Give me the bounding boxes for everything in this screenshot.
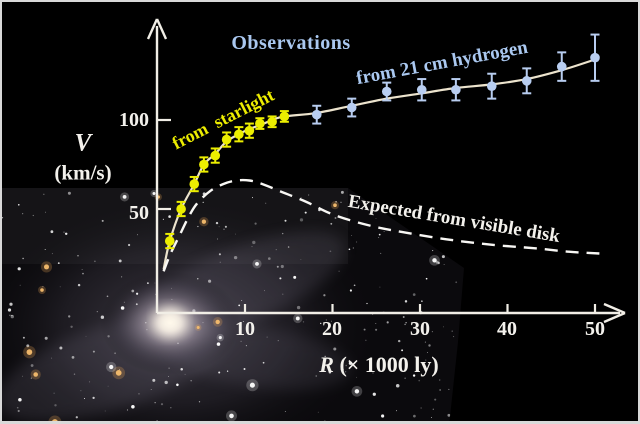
- y-tick-label-100: 100: [119, 109, 149, 131]
- x-tick-label-40: 40: [497, 318, 517, 340]
- starfield: [2, 189, 464, 421]
- y-tick-label-50: 50: [129, 202, 149, 224]
- starlight-points: [164, 110, 290, 250]
- data-points: [164, 33, 600, 250]
- axes: [146, 18, 626, 324]
- galaxy-photo: [2, 188, 464, 421]
- x-tick-label-10: 10: [235, 318, 255, 340]
- x-tick-label-30: 30: [410, 318, 430, 340]
- x-tick-label-20: 20: [322, 318, 342, 340]
- expected-disk-curve: [162, 178, 600, 272]
- hydrogen-points: [311, 33, 600, 125]
- x-tick-label-50: 50: [585, 318, 605, 340]
